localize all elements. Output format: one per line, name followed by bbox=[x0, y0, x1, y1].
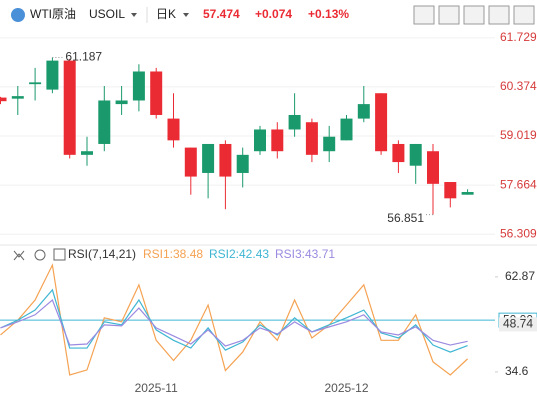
candle-body bbox=[254, 129, 266, 152]
candle-body bbox=[29, 82, 42, 85]
indicator-icon[interactable] bbox=[53, 248, 66, 261]
toolbar bbox=[413, 5, 535, 25]
legend-entry: RSI3:43.71 bbox=[275, 247, 335, 261]
candle-body bbox=[184, 147, 197, 177]
candle-body bbox=[271, 129, 284, 152]
annotation: 56.851 bbox=[387, 211, 424, 225]
current-label: 48.74 bbox=[503, 317, 533, 331]
candle-body bbox=[461, 192, 474, 195]
x-tick-label: 2025-11 bbox=[135, 381, 178, 395]
candle-body bbox=[11, 96, 24, 99]
y-tick-label: 56.309 bbox=[500, 226, 537, 240]
symbol-name[interactable]: WTI原油 bbox=[30, 7, 76, 21]
candle-body bbox=[0, 97, 7, 102]
rsi-line bbox=[0, 288, 468, 353]
tool-button[interactable] bbox=[463, 5, 485, 25]
annotation: 61.187 bbox=[65, 50, 102, 64]
candle-body bbox=[167, 118, 180, 141]
y-tick-label: 60.374 bbox=[500, 79, 537, 93]
candle-body bbox=[202, 143, 215, 173]
candle-body bbox=[340, 118, 353, 141]
x-tick-label: 2025-12 bbox=[324, 381, 368, 395]
indicator-title: RSI(7,14,21) bbox=[68, 247, 136, 261]
candle-body bbox=[444, 182, 457, 199]
candle-body bbox=[357, 104, 370, 119]
candle-body bbox=[392, 143, 405, 163]
dropdown[interactable] bbox=[183, 13, 189, 17]
y-tick-label: 57.664 bbox=[500, 177, 537, 191]
period[interactable]: 日K bbox=[156, 7, 176, 21]
candle-body bbox=[288, 114, 301, 130]
settings-icon[interactable] bbox=[34, 249, 46, 261]
candle-body bbox=[98, 100, 111, 144]
candle-body bbox=[323, 136, 336, 152]
candle-body bbox=[81, 151, 93, 155]
tool-button[interactable] bbox=[413, 5, 435, 25]
dropdown[interactable] bbox=[131, 13, 137, 17]
price: 57.474 bbox=[203, 7, 240, 21]
candle-body bbox=[375, 93, 388, 152]
candle-body bbox=[219, 143, 232, 177]
y-tick-label: 34.6 bbox=[505, 364, 529, 378]
collapse-icon[interactable] bbox=[13, 250, 25, 261]
symbol-code[interactable]: USOIL bbox=[89, 7, 125, 21]
logo bbox=[11, 8, 25, 22]
candle-body bbox=[150, 71, 163, 115]
candle-body bbox=[305, 122, 318, 155]
candle-body bbox=[427, 151, 439, 184]
y-tick-label: 59.019 bbox=[500, 128, 537, 142]
candle-body bbox=[63, 60, 76, 155]
rsi-line bbox=[0, 298, 468, 347]
candle-body bbox=[409, 143, 422, 166]
candle-body bbox=[236, 154, 249, 173]
legend-entry: RSI2:42.43 bbox=[209, 247, 269, 261]
rsi-line bbox=[0, 263, 469, 376]
tool-button[interactable] bbox=[513, 5, 535, 25]
tool-button[interactable] bbox=[488, 5, 510, 25]
change: +0.074 bbox=[255, 7, 292, 21]
change-pct: +0.13% bbox=[308, 7, 349, 21]
tool-button[interactable] bbox=[438, 5, 460, 25]
label-box bbox=[499, 317, 537, 332]
candle-body bbox=[46, 60, 59, 90]
legend-entry: RSI1:38.48 bbox=[143, 247, 203, 261]
y-tick-label: 61.729 bbox=[500, 30, 537, 44]
candle-body bbox=[132, 71, 145, 101]
y-tick-label: 62.87 bbox=[505, 269, 535, 283]
candle-body bbox=[115, 100, 128, 105]
